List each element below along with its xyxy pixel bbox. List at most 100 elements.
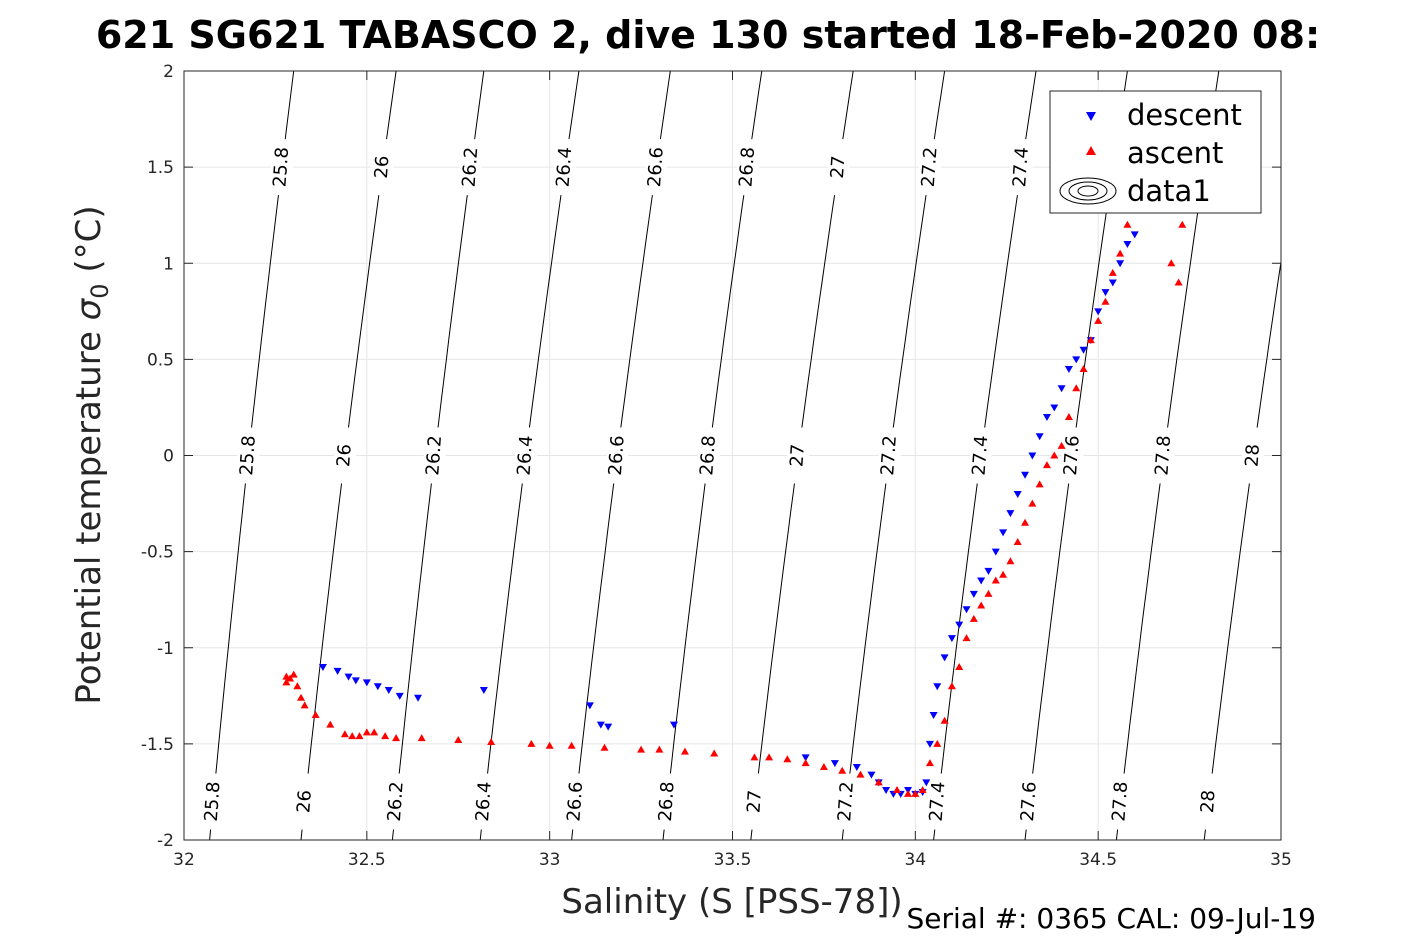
descent-point bbox=[1013, 490, 1022, 498]
descent-point bbox=[1123, 241, 1132, 249]
isopycnal-label-bg bbox=[645, 139, 668, 196]
ascent-point bbox=[765, 753, 774, 761]
y-axis-label-main: Potential temperature bbox=[69, 320, 109, 704]
ascent-point bbox=[293, 682, 302, 690]
isopycnal-label-bg bbox=[1010, 139, 1033, 196]
x-tick-label: 34.5 bbox=[1079, 850, 1117, 870]
ascent-point bbox=[962, 634, 971, 642]
ascent-point bbox=[918, 786, 927, 794]
x-tick-label: 32.5 bbox=[348, 850, 386, 870]
chart-title: 621 SG621 TABASCO 2, dive 130 started 18… bbox=[96, 13, 1320, 57]
legend-data1-label: data1 bbox=[1127, 174, 1211, 208]
isopycnal-label-bg bbox=[553, 139, 576, 196]
isopycnal-label: 27.6 bbox=[1017, 781, 1041, 822]
isopycnal-label-bg bbox=[423, 427, 446, 484]
ascent-point bbox=[1042, 461, 1051, 469]
descent-point bbox=[852, 763, 861, 771]
ascent-point bbox=[933, 739, 942, 747]
ascent-point bbox=[1108, 268, 1117, 276]
isopycnal-label-bg bbox=[969, 427, 992, 484]
isopycnal-label-bg bbox=[1242, 427, 1265, 484]
x-tick-label: 33.5 bbox=[714, 850, 752, 870]
isopycnal-label: 27.4 bbox=[1009, 146, 1033, 187]
ascent-point bbox=[362, 728, 371, 736]
descent-point bbox=[1094, 308, 1103, 316]
ascent-point bbox=[1101, 297, 1110, 305]
x-tick-label: 35 bbox=[1270, 850, 1292, 870]
ascent-point bbox=[1057, 441, 1066, 449]
y-axis-ticks: -2 -1.5 -1 -0.5 0 0.5 1 1.5 2 bbox=[141, 62, 1281, 851]
ascent-point bbox=[893, 786, 902, 794]
descent-point bbox=[922, 779, 931, 787]
ascent-point bbox=[286, 674, 295, 682]
ascent-point bbox=[1174, 278, 1183, 286]
descent-point bbox=[1101, 289, 1110, 297]
descent-point bbox=[969, 590, 978, 598]
ascent-point bbox=[940, 716, 949, 724]
descent-point bbox=[1116, 260, 1125, 268]
descent-point bbox=[929, 712, 938, 720]
isopycnal-label: 26 bbox=[293, 789, 316, 813]
ascent-point bbox=[1178, 220, 1187, 228]
ascent-point bbox=[783, 755, 792, 763]
ascent-point bbox=[819, 762, 828, 770]
ascent-point bbox=[1013, 538, 1022, 546]
isopycnal-label: 26.2 bbox=[384, 781, 408, 822]
legend-descent-marker bbox=[1086, 112, 1096, 121]
descent-point bbox=[991, 548, 1000, 556]
x-tick-label: 32 bbox=[173, 850, 195, 870]
descent-point bbox=[801, 754, 810, 762]
ascent-point bbox=[1028, 499, 1037, 507]
ascent-point bbox=[545, 741, 554, 749]
descent-point bbox=[867, 771, 876, 779]
ascent-point bbox=[977, 601, 986, 609]
isopycnal-label: 25.8 bbox=[201, 781, 225, 822]
isopycnal-label: 27.4 bbox=[969, 435, 993, 476]
isopycnal-label: 27.2 bbox=[877, 435, 901, 476]
x-axis-ticks: 32 32.5 33 33.5 34 34.5 35 bbox=[173, 71, 1292, 870]
isopycnal-label-bg bbox=[919, 139, 942, 196]
ascent-point bbox=[1167, 259, 1176, 267]
isopycnal-label-bg bbox=[385, 773, 408, 830]
ascent-point bbox=[1064, 413, 1073, 421]
isopycnal-label: 26 bbox=[371, 155, 394, 179]
isopycnal-label: 27.8 bbox=[1108, 781, 1132, 822]
legend: descent ascent data1 bbox=[1049, 90, 1262, 214]
y-tick-label: -0.5 bbox=[141, 543, 174, 563]
isopycnal-label-bg bbox=[202, 773, 225, 830]
isopycnal-label: 27.2 bbox=[834, 781, 858, 822]
ascent-point bbox=[710, 749, 719, 757]
ascent-point bbox=[381, 732, 390, 740]
y-axis-label-sub: 0 bbox=[86, 283, 114, 298]
ascent-point bbox=[340, 730, 349, 738]
y-tick-label: -2 bbox=[157, 831, 174, 851]
isopycnal-label: 26.6 bbox=[563, 781, 587, 822]
ascent-point bbox=[680, 747, 689, 755]
y-axis-label-sigma: σ bbox=[69, 297, 109, 320]
isopycnal-label: 26 bbox=[333, 443, 356, 467]
isopycnal-label-bg bbox=[473, 773, 496, 830]
y-axis-label: Potential temperature σ0 (°C) bbox=[69, 205, 114, 704]
ascent-point bbox=[567, 741, 576, 749]
ascent-point bbox=[955, 662, 964, 670]
descent-point bbox=[955, 621, 964, 629]
descent-point bbox=[344, 673, 353, 681]
ascent-point bbox=[527, 739, 536, 747]
descent-point bbox=[1050, 404, 1059, 412]
y-tick-label: 2 bbox=[163, 62, 174, 82]
ascent-point bbox=[991, 576, 1000, 584]
ascent-point bbox=[311, 711, 320, 719]
isopycnal-label-bg bbox=[459, 139, 482, 196]
isopycnal-label-bg bbox=[564, 773, 587, 830]
descent-point bbox=[669, 721, 678, 729]
ascent-point bbox=[289, 670, 298, 678]
legend-box bbox=[1049, 90, 1262, 214]
series-ascent bbox=[282, 115, 1187, 797]
ascent-point bbox=[600, 743, 609, 751]
descent-point bbox=[1006, 510, 1015, 518]
ascent-point bbox=[838, 766, 847, 774]
isopycnal-label: 26.4 bbox=[553, 146, 577, 187]
ascent-point bbox=[947, 682, 956, 690]
descent-point bbox=[1072, 356, 1081, 364]
ascent-point bbox=[984, 589, 993, 597]
